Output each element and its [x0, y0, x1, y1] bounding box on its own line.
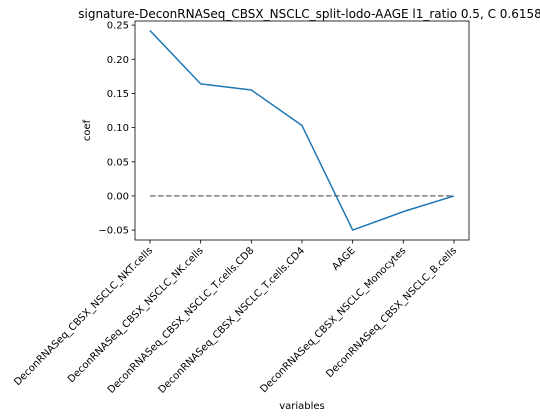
chart-title: signature-DeconRNASeq_CBSX_NSCLC_split-l… — [78, 7, 540, 21]
y-tick-label: 0.10 — [107, 123, 129, 134]
y-tick-label: 0.25 — [107, 21, 129, 32]
series-line-0 — [149, 30, 455, 231]
x-axis: DeconRNASeq_CBSX_NSCLC_NKT.cellsDeconRNA… — [12, 240, 459, 396]
y-tick-label: 0.15 — [107, 89, 129, 100]
y-tick-label: 0.00 — [107, 191, 129, 202]
y-tick-label: −0.05 — [98, 226, 129, 237]
y-tick-label: 0.20 — [107, 55, 129, 66]
y-axis: −0.05 0.00 0.05 0.10 0.15 0.20 0.25 — [98, 21, 135, 237]
y-axis-label: coef — [82, 119, 93, 141]
x-tick-label: AAGE — [330, 245, 357, 272]
y-tick-label: 0.05 — [107, 157, 129, 168]
x-axis-label: variables — [279, 401, 325, 412]
